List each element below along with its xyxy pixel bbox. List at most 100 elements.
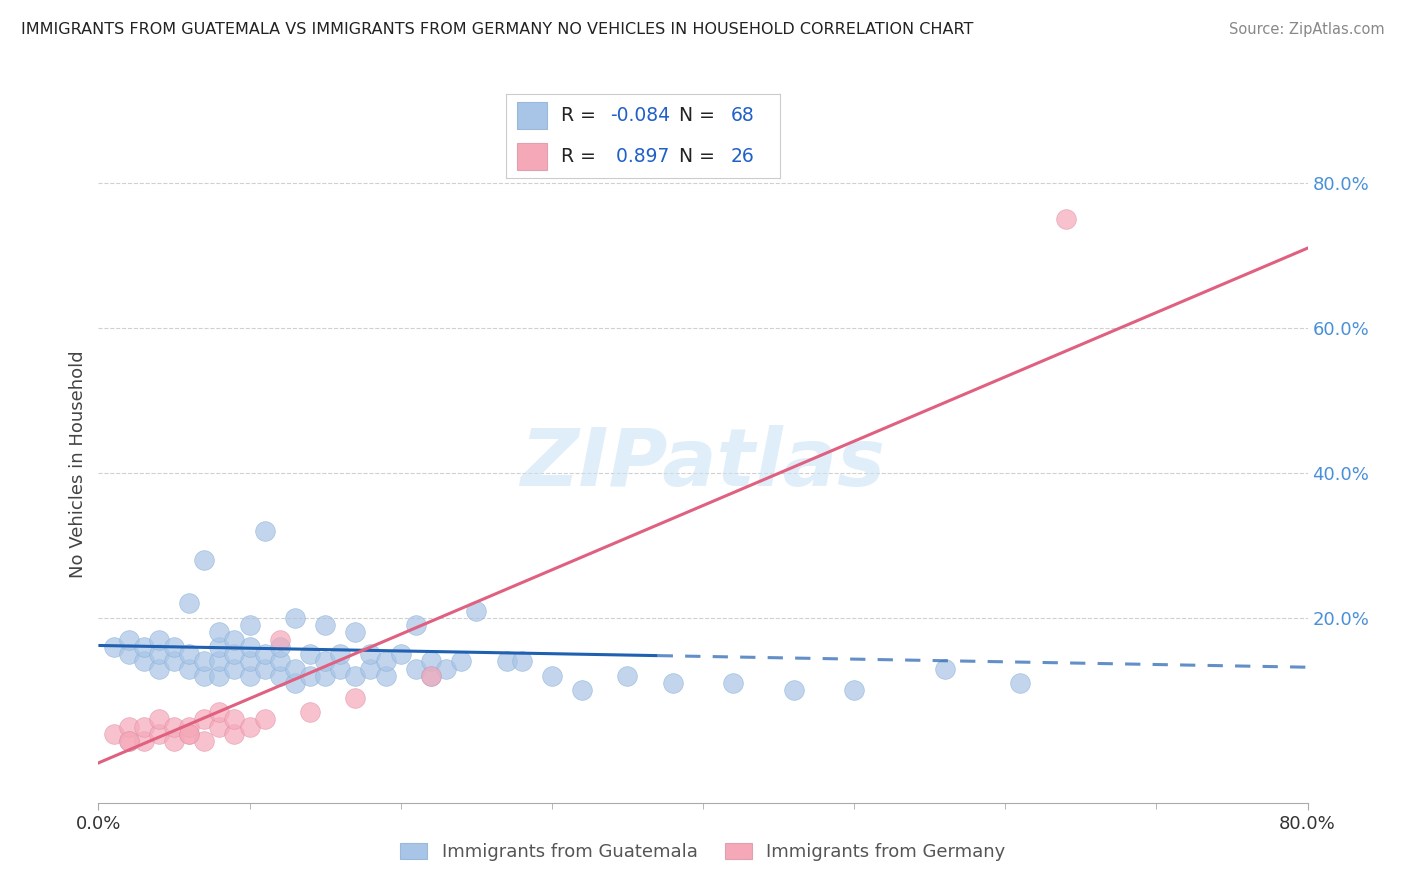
Point: [163, 640, 186, 654]
Point: [163, 734, 186, 748]
Point: [208, 654, 231, 668]
Point: [571, 683, 593, 698]
Point: [389, 647, 412, 661]
Point: [193, 669, 215, 683]
Point: [269, 640, 291, 654]
Point: [163, 654, 186, 668]
Point: [434, 662, 457, 676]
Point: [374, 654, 396, 668]
Point: [253, 713, 276, 727]
Point: [253, 662, 276, 676]
Text: IMMIGRANTS FROM GUATEMALA VS IMMIGRANTS FROM GERMANY NO VEHICLES IN HOUSEHOLD CO: IMMIGRANTS FROM GUATEMALA VS IMMIGRANTS …: [21, 22, 973, 37]
Point: [132, 720, 155, 734]
Point: [253, 647, 276, 661]
Point: [239, 654, 262, 668]
Point: [148, 632, 170, 647]
Point: [420, 669, 443, 683]
Text: 0.897: 0.897: [610, 147, 669, 166]
Point: [224, 727, 246, 741]
Point: [360, 662, 382, 676]
Point: [239, 720, 262, 734]
Point: [179, 720, 201, 734]
Text: -0.084: -0.084: [610, 106, 671, 125]
Point: [723, 676, 745, 690]
Point: [783, 683, 806, 698]
Point: [360, 647, 382, 661]
Point: [465, 604, 488, 618]
Point: [193, 734, 215, 748]
Point: [662, 676, 685, 690]
Text: 68: 68: [731, 106, 755, 125]
Point: [314, 669, 336, 683]
Point: [148, 713, 170, 727]
Point: [1010, 676, 1032, 690]
Point: [344, 669, 367, 683]
Point: [329, 662, 352, 676]
Point: [148, 662, 170, 676]
Point: [132, 654, 155, 668]
Point: [269, 654, 291, 668]
Point: [284, 676, 307, 690]
Point: [314, 618, 336, 632]
Point: [299, 647, 322, 661]
Point: [103, 640, 125, 654]
Text: 26: 26: [731, 147, 755, 166]
Point: [132, 640, 155, 654]
Point: [616, 669, 638, 683]
Point: [118, 734, 141, 748]
Point: [284, 662, 307, 676]
Point: [540, 669, 562, 683]
Point: [118, 632, 141, 647]
Point: [844, 683, 866, 698]
Text: Source: ZipAtlas.com: Source: ZipAtlas.com: [1229, 22, 1385, 37]
Point: [163, 720, 186, 734]
Point: [208, 705, 231, 719]
Text: ZIPatlas: ZIPatlas: [520, 425, 886, 503]
Point: [179, 662, 201, 676]
Point: [299, 705, 322, 719]
Point: [193, 713, 215, 727]
Text: R =: R =: [561, 147, 602, 166]
Point: [329, 647, 352, 661]
Point: [314, 654, 336, 668]
Point: [253, 524, 276, 538]
Point: [179, 727, 201, 741]
Text: R =: R =: [561, 106, 602, 125]
Point: [239, 669, 262, 683]
Point: [284, 611, 307, 625]
Point: [208, 720, 231, 734]
Point: [420, 669, 443, 683]
Point: [208, 669, 231, 683]
Point: [118, 720, 141, 734]
Point: [179, 647, 201, 661]
Point: [118, 734, 141, 748]
FancyBboxPatch shape: [517, 103, 547, 129]
Point: [420, 654, 443, 668]
Point: [193, 553, 215, 567]
Point: [405, 662, 427, 676]
Point: [510, 654, 533, 668]
Point: [193, 654, 215, 668]
Text: N =: N =: [679, 147, 721, 166]
Text: N =: N =: [679, 106, 721, 125]
Point: [344, 625, 367, 640]
Point: [208, 625, 231, 640]
Point: [179, 596, 201, 610]
Point: [224, 647, 246, 661]
Point: [132, 734, 155, 748]
Point: [269, 669, 291, 683]
Legend: Immigrants from Guatemala, Immigrants from Germany: Immigrants from Guatemala, Immigrants fr…: [394, 836, 1012, 868]
Point: [148, 727, 170, 741]
Point: [450, 654, 472, 668]
Point: [103, 727, 125, 741]
Point: [118, 647, 141, 661]
Point: [179, 727, 201, 741]
Point: [299, 669, 322, 683]
Point: [224, 632, 246, 647]
Point: [344, 690, 367, 705]
FancyBboxPatch shape: [517, 143, 547, 169]
Point: [148, 647, 170, 661]
Point: [224, 662, 246, 676]
Y-axis label: No Vehicles in Household: No Vehicles in Household: [69, 350, 87, 578]
Point: [405, 618, 427, 632]
